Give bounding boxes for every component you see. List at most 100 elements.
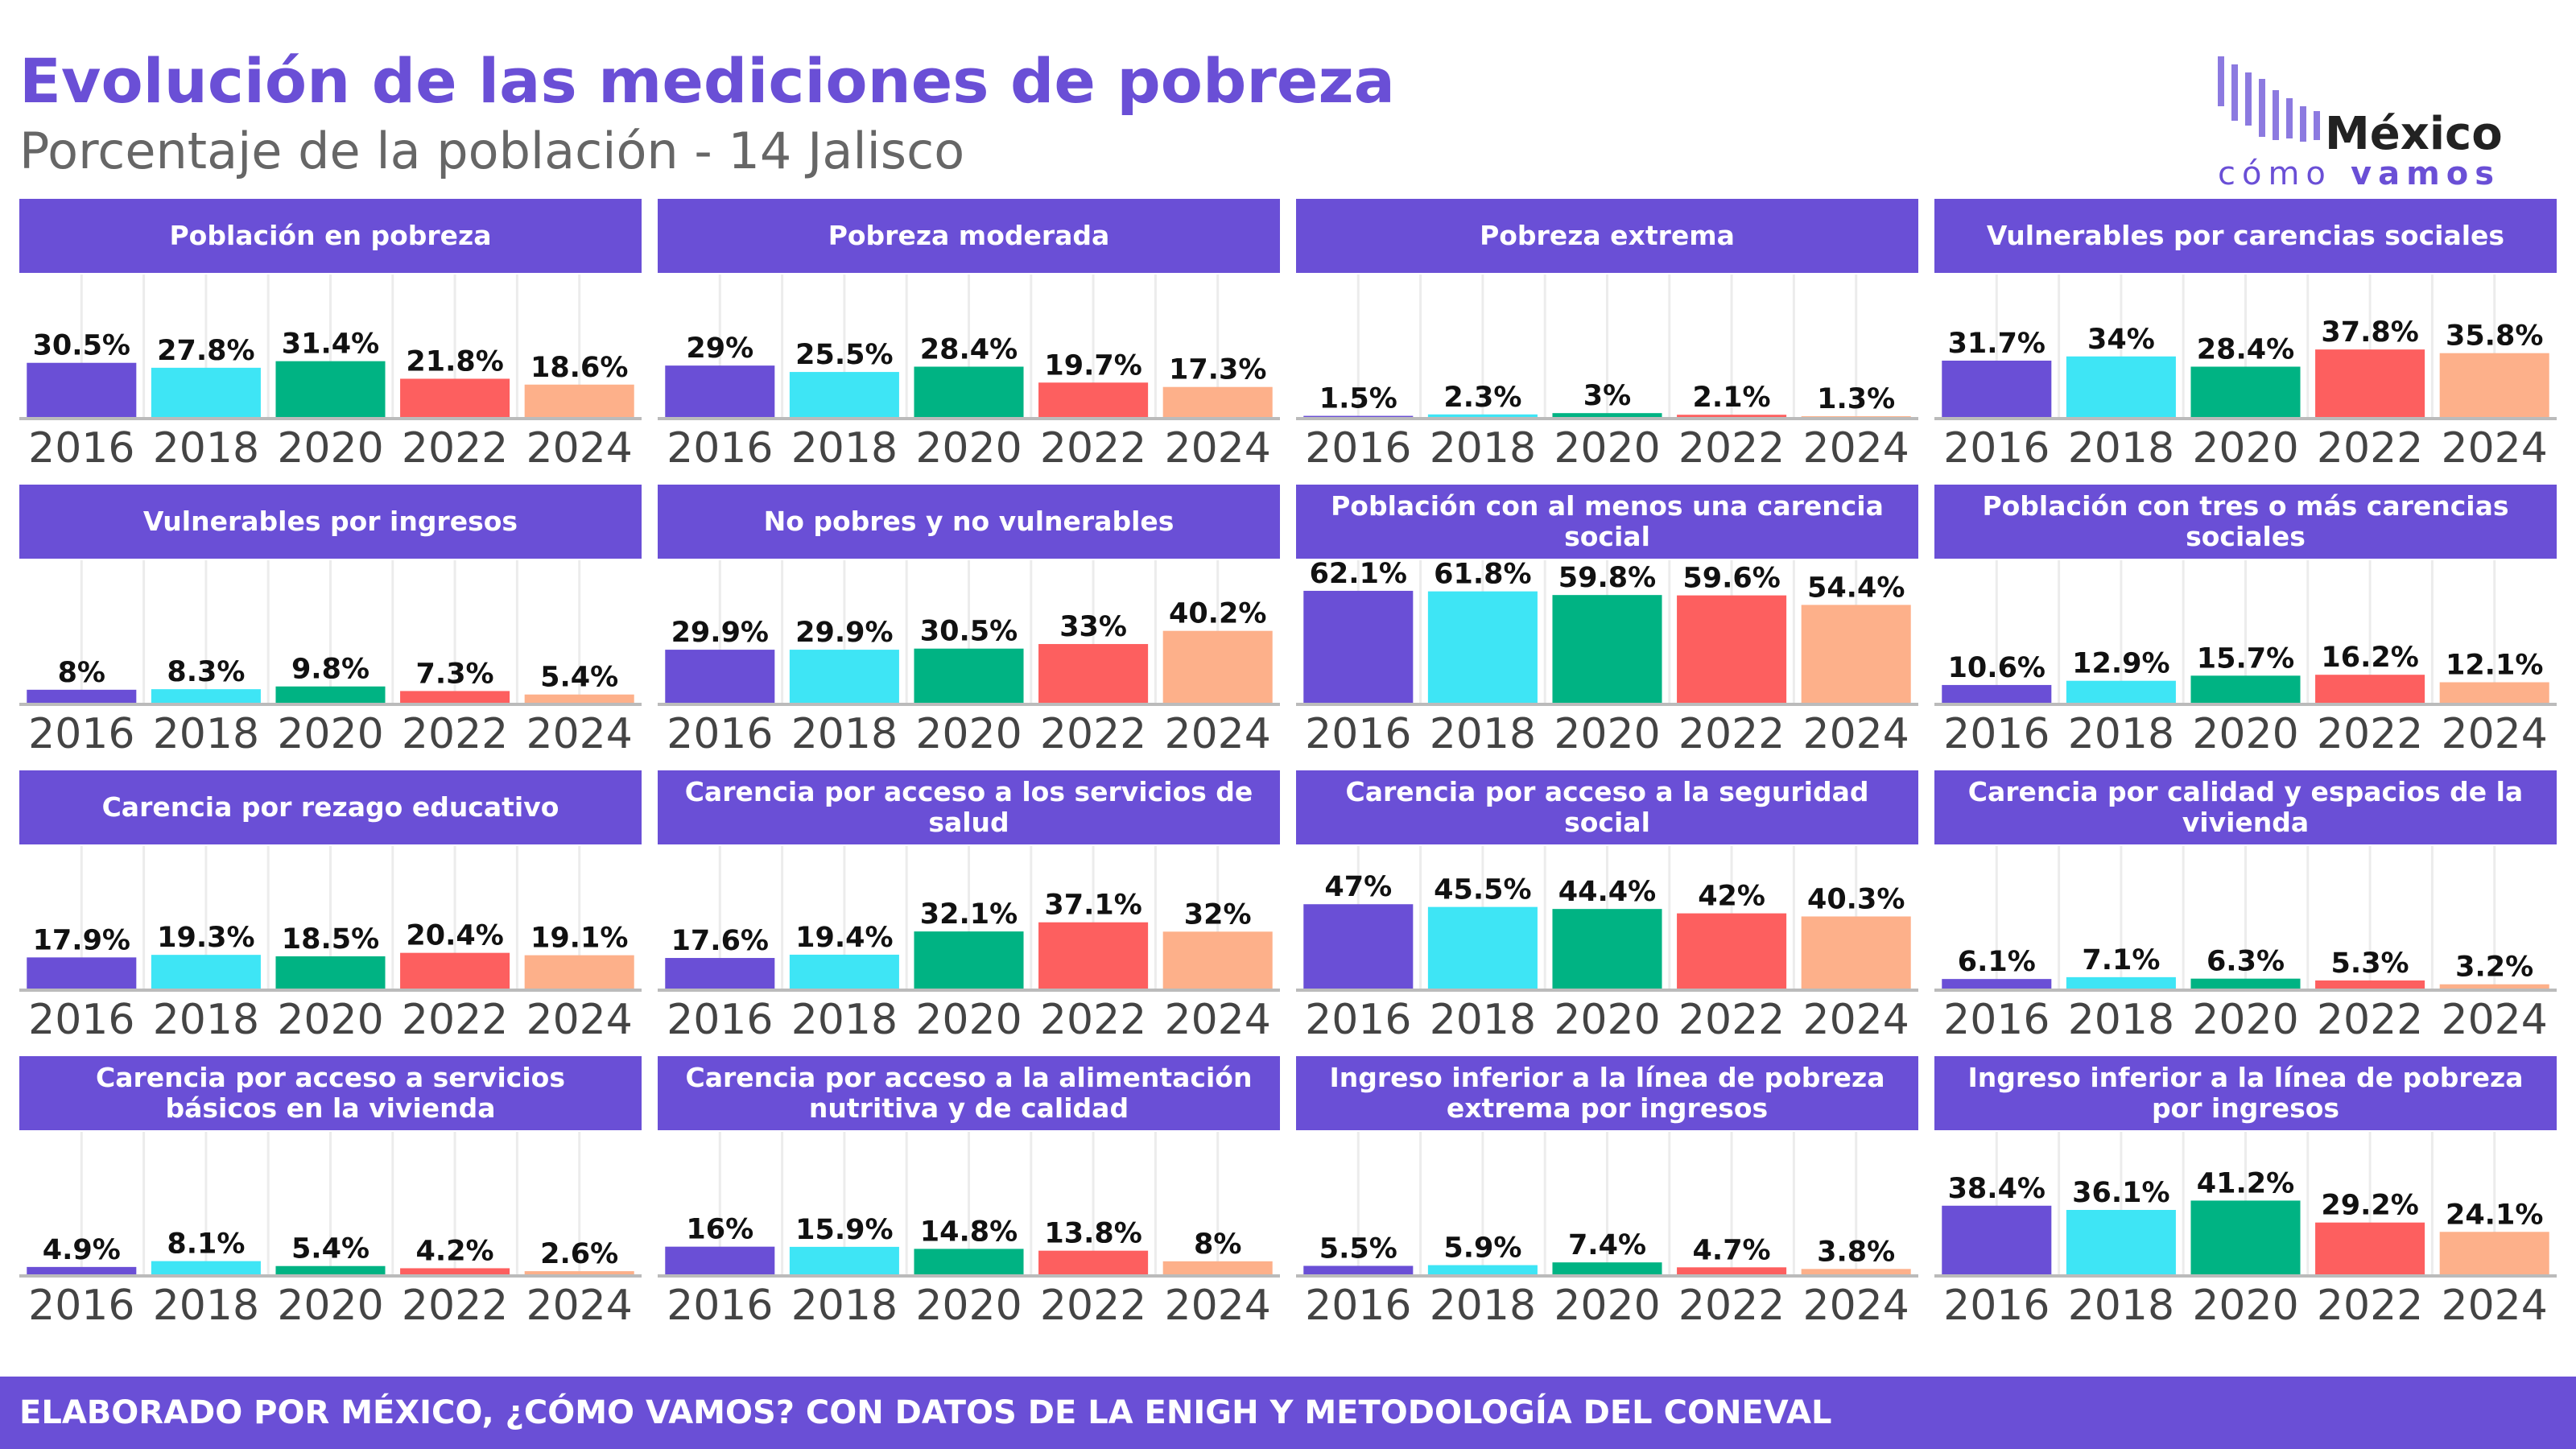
value-label: 37.8% (2321, 316, 2418, 349)
x-tick-label: 2016 (667, 710, 773, 758)
value-label: 6.3% (2207, 946, 2285, 978)
value-label: 29.2% (2321, 1190, 2418, 1222)
value-label: 28.4% (2197, 333, 2294, 365)
bar (1162, 931, 1273, 990)
value-label: 10.6% (1948, 652, 2046, 684)
x-tick-label: 2016 (28, 996, 134, 1044)
logo-icon (2218, 56, 2320, 142)
value-label: 3.2% (2455, 952, 2533, 984)
panel-header (1934, 485, 2557, 559)
value-label: 28.4% (920, 333, 1018, 365)
value-label: 16.2% (2321, 642, 2418, 674)
x-tick-label: 2016 (1305, 710, 1411, 758)
value-label: 17.3% (1169, 354, 1266, 386)
page-subtitle: Porcentaje de la población - 14 Jalisco (19, 122, 964, 180)
panel-header (658, 770, 1280, 844)
x-tick-label: 2022 (1678, 1282, 1785, 1330)
bar (27, 689, 137, 704)
x-tick-label: 2020 (915, 710, 1022, 758)
x-tick-label: 2020 (277, 1282, 383, 1330)
bar (1552, 413, 1662, 419)
x-tick-label: 2022 (1040, 424, 1146, 473)
bar (2315, 349, 2425, 419)
panel-title: Pobreza extrema (1480, 220, 1735, 251)
x-tick-label: 2020 (2192, 710, 2298, 758)
x-tick-label: 2024 (1165, 996, 1271, 1044)
x-tick-label: 2018 (1430, 1282, 1536, 1330)
bar (151, 689, 261, 704)
panel-header (1934, 199, 2557, 273)
panel-header (19, 1056, 642, 1130)
bar (2315, 1222, 2425, 1276)
panel-title: Ingreso inferior a la línea de pobreza p… (1967, 1062, 2524, 1124)
bar (665, 650, 775, 704)
x-tick-label: 2020 (1554, 424, 1660, 473)
bar (2066, 976, 2176, 990)
value-label: 35.8% (2446, 320, 2543, 353)
panel-title-box: Carencia por rezago educativo (102, 792, 559, 823)
bar (2439, 1232, 2549, 1276)
value-label: 20.4% (406, 920, 503, 952)
bar (1677, 1267, 1787, 1276)
x-tick-label: 2024 (1803, 424, 1909, 473)
bar (1552, 595, 1662, 704)
panel-title-box: Pobreza moderada (828, 221, 1110, 251)
bar (27, 362, 137, 419)
x-tick-label: 2018 (2068, 996, 2174, 1044)
bar (1162, 1261, 1273, 1276)
value-label: 7.3% (416, 658, 494, 690)
x-tick-label: 2022 (1040, 996, 1146, 1044)
bar (2190, 978, 2301, 990)
value-label: 32.1% (920, 898, 1018, 931)
panel-header (19, 485, 642, 559)
value-label: 5.4% (291, 1233, 369, 1265)
x-tick-label: 2018 (791, 710, 898, 758)
x-tick-label: 2016 (667, 424, 773, 473)
x-tick-label: 2024 (2442, 424, 2548, 473)
bar (2190, 1200, 2301, 1276)
bar (1038, 644, 1149, 704)
panel-header (1296, 1056, 1918, 1130)
value-label: 2.1% (1693, 382, 1771, 414)
panel-title-box: Vulnerables por carencias sociales (1987, 221, 2504, 251)
x-tick-label: 2022 (1678, 710, 1785, 758)
bar (1942, 1205, 2052, 1276)
bar (1303, 590, 1414, 704)
bar (1038, 922, 1149, 990)
bar (524, 955, 634, 990)
bar (2190, 675, 2301, 704)
value-label: 44.4% (1558, 876, 1656, 908)
x-tick-label: 2020 (2192, 424, 2298, 473)
bar (151, 1261, 261, 1276)
x-tick-label: 2016 (28, 424, 134, 473)
x-tick-label: 2018 (1430, 710, 1536, 758)
value-label: 24.1% (2446, 1199, 2543, 1231)
value-label: 12.1% (2446, 650, 2543, 682)
bar (151, 955, 261, 990)
bar (275, 1265, 386, 1276)
panel-header (658, 199, 1280, 273)
value-label: 59.8% (1558, 562, 1656, 594)
panel-title: Carencia por acceso a servicios básicos … (96, 1062, 565, 1124)
panel-header (1934, 770, 2557, 844)
x-tick-label: 2024 (1803, 710, 1909, 758)
value-label: 14.8% (920, 1216, 1018, 1248)
x-tick-label: 2016 (667, 996, 773, 1044)
bar (1801, 605, 1911, 704)
value-label: 1.5% (1319, 383, 1397, 415)
page-title: Evolución de las mediciones de pobreza (19, 45, 1395, 117)
value-label: 19.7% (1044, 349, 1141, 382)
bar (914, 931, 1024, 990)
value-label: 29% (686, 332, 753, 365)
value-label: 9.8% (291, 654, 369, 686)
x-tick-label: 2020 (915, 424, 1022, 473)
value-label: 21.8% (406, 345, 503, 378)
panel-header (1934, 1056, 2557, 1130)
value-label: 8% (1194, 1228, 1241, 1261)
bar (1427, 591, 1538, 704)
x-tick-label: 2022 (1040, 710, 1146, 758)
panel-title-box: Ingreso inferior a la línea de pobreza p… (1967, 1062, 2524, 1124)
panel-title: Carencia por acceso a la alimentación nu… (685, 1062, 1253, 1124)
x-tick-label: 2022 (2317, 1282, 2423, 1330)
bar (27, 957, 137, 990)
